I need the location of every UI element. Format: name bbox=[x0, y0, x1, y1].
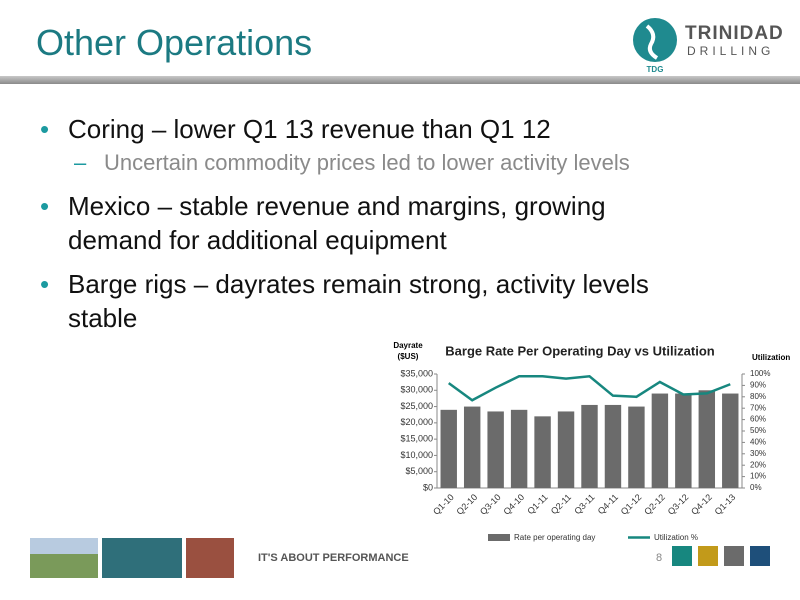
y2-tick-label: 50% bbox=[750, 426, 766, 435]
chart-title: Barge Rate Per Operating Day vs Utilizat… bbox=[445, 343, 715, 358]
bar bbox=[628, 406, 645, 488]
x-tick-label: Q1-12 bbox=[619, 492, 644, 517]
logo-sub: DRILLING bbox=[687, 44, 774, 58]
photo bbox=[186, 538, 234, 578]
y-tick-label: $20,000 bbox=[400, 417, 433, 427]
bar bbox=[557, 411, 575, 488]
y2-axis-label: Utilization bbox=[752, 353, 790, 362]
photo-sky bbox=[30, 538, 98, 554]
logo-name: TRINIDAD bbox=[685, 23, 784, 44]
sub-bullet: Uncertain commodity prices led to lower … bbox=[74, 150, 630, 176]
y-tick-label: $35,000 bbox=[400, 368, 433, 378]
y-tick-label: $30,000 bbox=[400, 385, 433, 395]
y-tick-label: $15,000 bbox=[400, 434, 433, 444]
x-tick-label: Q2-10 bbox=[455, 492, 480, 517]
y2-tick-label: 40% bbox=[750, 438, 766, 447]
bar bbox=[651, 393, 669, 488]
legend-swatch bbox=[488, 534, 510, 541]
bar bbox=[463, 406, 481, 488]
bar bbox=[722, 393, 739, 488]
x-tick-label: Q1-13 bbox=[713, 492, 738, 517]
x-tick-label: Q3-12 bbox=[666, 492, 691, 517]
y2-tick-label: 90% bbox=[750, 381, 766, 390]
logo-mark: TDG bbox=[647, 65, 664, 74]
y2-tick-label: 60% bbox=[750, 415, 766, 424]
y-tick-label: $0 bbox=[423, 482, 433, 492]
y2-tick-label: 100% bbox=[750, 369, 770, 378]
x-tick-label: Q1-10 bbox=[431, 492, 456, 517]
bar bbox=[440, 409, 457, 488]
bar bbox=[487, 411, 504, 488]
logo-swoosh bbox=[645, 24, 659, 60]
bar bbox=[675, 393, 692, 488]
y2-tick-label: 20% bbox=[750, 460, 766, 469]
x-tick-label: Q3-10 bbox=[478, 492, 503, 517]
bar bbox=[510, 409, 528, 488]
color-square bbox=[698, 546, 718, 566]
line bbox=[447, 374, 731, 402]
color-square bbox=[724, 546, 744, 566]
y-tick-label: $5,000 bbox=[405, 466, 433, 476]
color-square bbox=[750, 546, 770, 566]
y2-tick-label: 0% bbox=[750, 483, 762, 492]
header-band bbox=[0, 76, 800, 84]
logo: TDG TRINIDAD DRILLING bbox=[633, 18, 784, 74]
x-tick-label: Q1-11 bbox=[525, 492, 549, 516]
color-square bbox=[672, 546, 692, 566]
x-tick-label: Q4-11 bbox=[596, 492, 620, 516]
y-tick-label: $25,000 bbox=[400, 401, 433, 411]
x-tick-label: Q3-11 bbox=[572, 492, 596, 516]
photo bbox=[102, 538, 182, 578]
x-tick-label: Q2-11 bbox=[549, 492, 573, 516]
tagline: IT'S ABOUT PERFORMANCE bbox=[258, 552, 409, 564]
x-tick-label: Q4-10 bbox=[501, 492, 526, 517]
logo-globe bbox=[633, 18, 677, 62]
page-number: 8 bbox=[656, 552, 662, 564]
bar bbox=[581, 404, 598, 488]
bullet: Barge rigs – dayrates remain strong, act… bbox=[40, 267, 718, 335]
y-tick-label: $10,000 bbox=[400, 450, 433, 460]
y2-tick-label: 10% bbox=[750, 472, 766, 481]
bar bbox=[604, 404, 622, 488]
x-tick-label: Q4-12 bbox=[689, 492, 714, 517]
legend-label: Rate per operating day bbox=[514, 533, 595, 542]
bullet: Mexico – stable revenue and margins, gro… bbox=[40, 189, 678, 257]
slide-title: Other Operations bbox=[36, 22, 313, 63]
y2-tick-label: 70% bbox=[750, 403, 766, 412]
bullet: Coring – lower Q1 13 revenue than Q1 12 bbox=[40, 112, 718, 146]
bar bbox=[698, 390, 716, 488]
y2-tick-label: 30% bbox=[750, 449, 766, 458]
bar bbox=[534, 416, 551, 488]
y-axis-label: Dayrate bbox=[393, 341, 423, 350]
x-tick-label: Q2-12 bbox=[642, 492, 667, 517]
y2-tick-label: 80% bbox=[750, 392, 766, 401]
y-axis-label: ($US) bbox=[398, 352, 419, 361]
legend-label: Utilization % bbox=[654, 533, 698, 542]
